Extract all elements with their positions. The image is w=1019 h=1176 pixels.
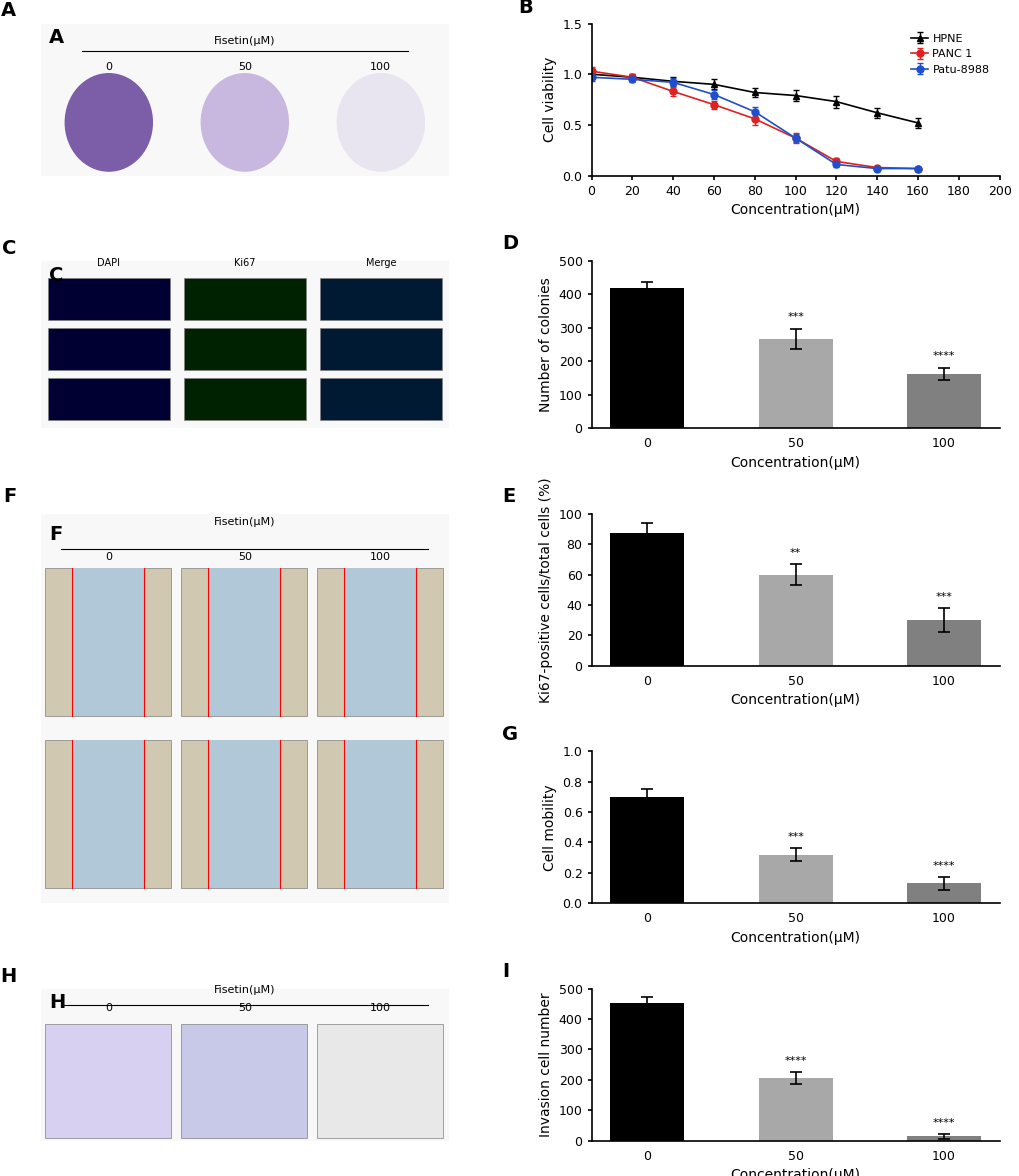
Bar xyxy=(609,1003,684,1141)
FancyBboxPatch shape xyxy=(48,379,170,420)
FancyBboxPatch shape xyxy=(319,328,441,369)
Text: H: H xyxy=(0,967,16,985)
Text: ****: **** xyxy=(931,861,954,871)
FancyBboxPatch shape xyxy=(72,568,144,716)
Text: Fisetin(μM): Fisetin(μM) xyxy=(214,985,275,995)
Text: A: A xyxy=(1,1,16,20)
Text: DAPI: DAPI xyxy=(97,258,120,268)
Text: G: G xyxy=(501,724,518,743)
FancyBboxPatch shape xyxy=(180,740,307,888)
FancyBboxPatch shape xyxy=(208,568,280,716)
Text: ****: **** xyxy=(931,1117,954,1128)
Text: 100: 100 xyxy=(370,1003,391,1014)
FancyBboxPatch shape xyxy=(319,278,441,320)
X-axis label: Concentration(μM): Concentration(μM) xyxy=(730,203,860,218)
FancyBboxPatch shape xyxy=(317,1023,443,1137)
FancyBboxPatch shape xyxy=(317,568,443,716)
Text: 50: 50 xyxy=(237,1003,252,1014)
Y-axis label: Cell viability: Cell viability xyxy=(542,56,556,142)
Bar xyxy=(906,620,980,666)
Bar xyxy=(758,1078,832,1141)
Y-axis label: Invasion cell number: Invasion cell number xyxy=(538,993,552,1137)
Text: ***: *** xyxy=(787,312,803,322)
FancyBboxPatch shape xyxy=(48,328,170,369)
FancyBboxPatch shape xyxy=(319,379,441,420)
FancyBboxPatch shape xyxy=(343,740,416,888)
Text: 100: 100 xyxy=(370,61,391,72)
FancyBboxPatch shape xyxy=(180,1023,307,1137)
Text: **: ** xyxy=(789,548,801,557)
X-axis label: Concentration(μM): Concentration(μM) xyxy=(730,931,860,944)
Text: E: E xyxy=(501,487,515,506)
Bar xyxy=(906,374,980,428)
Text: Fisetin(μM): Fisetin(μM) xyxy=(214,35,275,46)
Text: C: C xyxy=(49,266,63,285)
Text: 50: 50 xyxy=(237,553,252,562)
FancyBboxPatch shape xyxy=(180,568,307,716)
X-axis label: Concentration(μM): Concentration(μM) xyxy=(730,694,860,708)
Circle shape xyxy=(337,74,424,171)
Text: 50: 50 xyxy=(237,61,252,72)
Text: ***: *** xyxy=(787,833,803,842)
Text: 0: 0 xyxy=(105,553,112,562)
Text: A: A xyxy=(49,28,64,47)
Text: F: F xyxy=(49,526,62,544)
FancyBboxPatch shape xyxy=(45,1023,171,1137)
Text: Ki67: Ki67 xyxy=(233,258,256,268)
Y-axis label: Cell mobility: Cell mobility xyxy=(542,784,556,870)
Bar xyxy=(609,288,684,428)
FancyBboxPatch shape xyxy=(183,278,306,320)
X-axis label: Concentration(μM): Concentration(μM) xyxy=(730,456,860,470)
Bar xyxy=(758,855,832,903)
Y-axis label: Number of colonies: Number of colonies xyxy=(538,278,552,412)
Text: B: B xyxy=(518,0,532,18)
FancyBboxPatch shape xyxy=(317,740,443,888)
Text: I: I xyxy=(501,962,508,981)
Bar xyxy=(758,339,832,428)
Text: ****: **** xyxy=(784,1056,806,1067)
FancyBboxPatch shape xyxy=(208,740,280,888)
Bar xyxy=(609,534,684,666)
X-axis label: Concentration(μM): Concentration(μM) xyxy=(730,1168,860,1176)
FancyBboxPatch shape xyxy=(45,568,171,716)
FancyBboxPatch shape xyxy=(48,278,170,320)
Y-axis label: Ki67-positive cells/total cells (%): Ki67-positive cells/total cells (%) xyxy=(539,477,552,702)
FancyBboxPatch shape xyxy=(183,328,306,369)
Text: ****: **** xyxy=(931,352,954,361)
Bar xyxy=(906,883,980,903)
FancyBboxPatch shape xyxy=(72,740,144,888)
FancyBboxPatch shape xyxy=(343,568,416,716)
FancyBboxPatch shape xyxy=(45,740,171,888)
Circle shape xyxy=(65,74,152,171)
Text: 100: 100 xyxy=(370,553,391,562)
Text: 0: 0 xyxy=(105,61,112,72)
Text: D: D xyxy=(501,234,518,253)
Text: Merge: Merge xyxy=(365,258,395,268)
Circle shape xyxy=(201,74,288,171)
FancyBboxPatch shape xyxy=(183,379,306,420)
Text: F: F xyxy=(3,487,16,506)
Text: ***: *** xyxy=(934,592,952,602)
Legend: HPNE, PANC 1, Patu-8988: HPNE, PANC 1, Patu-8988 xyxy=(906,29,994,79)
Bar xyxy=(906,1136,980,1141)
Text: 0: 0 xyxy=(105,1003,112,1014)
Bar xyxy=(758,575,832,666)
Text: H: H xyxy=(49,994,65,1013)
Bar xyxy=(609,797,684,903)
Text: Fisetin(μM): Fisetin(μM) xyxy=(214,517,275,527)
Text: C: C xyxy=(2,239,16,258)
